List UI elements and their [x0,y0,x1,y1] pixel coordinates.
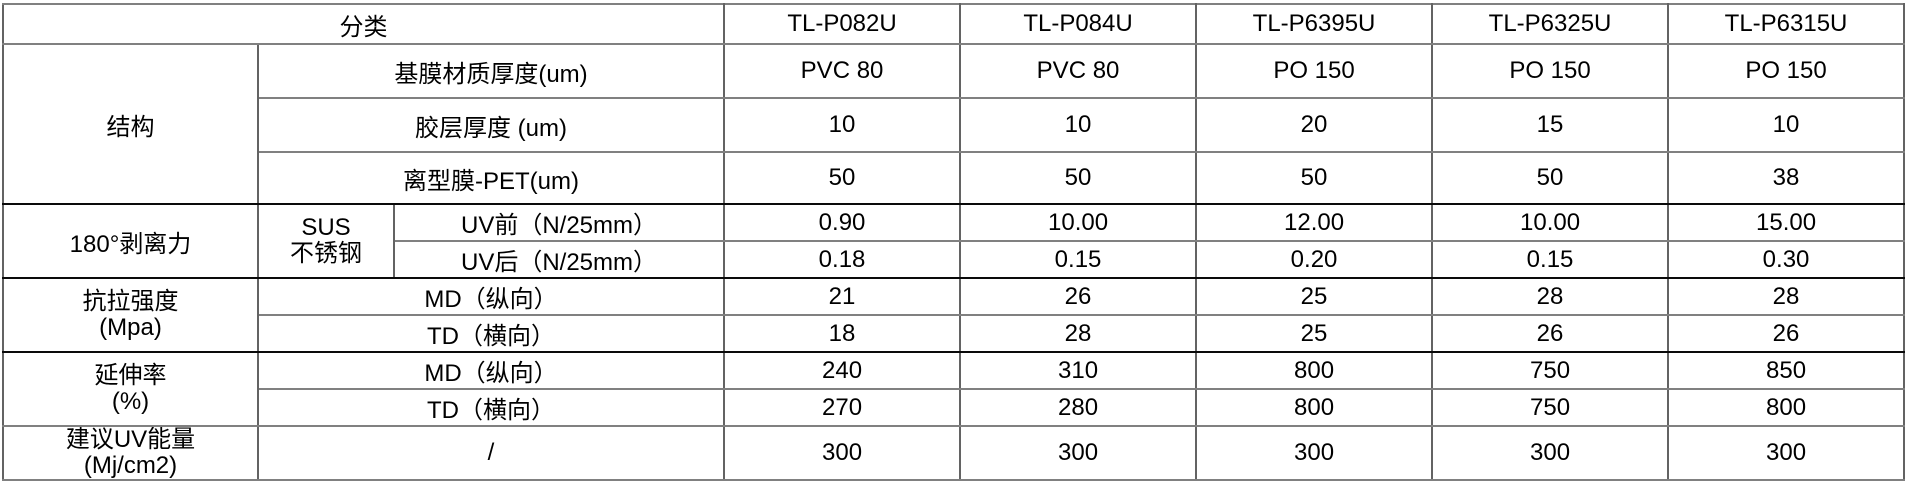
metric-label: 离型膜-PET(um) [256,151,726,205]
category-header: 分类 [1,3,726,45]
metric-label: 胶层厚度 (um) [256,97,726,153]
value-cell: 26 [959,277,1198,316]
table-row: UV后（N/25mm） 0.18 0.15 0.20 0.15 0.30 [3,240,1906,279]
metric-label: / [256,425,726,481]
product-header: TL-P6325U [1431,3,1670,45]
value-cell: 0.90 [723,203,962,242]
value-cell: 300 [1431,425,1670,481]
value-cell: 310 [959,351,1198,390]
value-cell: 0.30 [1667,240,1906,279]
value-cell: 0.20 [1195,240,1434,279]
metric-label: MD（纵向） [256,351,726,390]
product-spec-table: 分类 TL-P082U TL-P084U TL-P6395U TL-P6325U… [1,3,1906,481]
metric-label: TD（横向） [256,388,726,427]
value-cell: 15.00 [1667,203,1906,242]
value-cell: 300 [1195,425,1434,481]
value-cell: 10.00 [1431,203,1670,242]
table-row: 抗拉强度 (Mpa) MD（纵向） 21 26 25 28 28 [2,277,1906,353]
metric-label: 基膜材质厚度(um) [256,43,726,99]
sus-sublabel-line2: 不锈钢 [290,240,362,267]
value-cell: 800 [1667,388,1906,427]
value-cell: 50 [1195,151,1434,205]
value-cell: 10 [1667,97,1906,153]
value-cell: 25 [1195,277,1434,316]
value-cell: PO 150 [1195,43,1434,99]
metric-label: UV前（N/25mm） [392,203,726,242]
section-label-peel-force: 180°剥离力 [2,203,259,279]
value-cell: 10 [723,97,962,153]
value-cell: 28 [1667,277,1906,316]
value-cell: 850 [1667,351,1906,390]
value-cell: PO 150 [1667,43,1906,99]
section-label-tensile-line1: 抗拉强度 [82,288,179,316]
value-cell: 50 [723,151,962,205]
value-cell: 18 [723,314,962,353]
section-label-uv-energy-line2: (Mj/cm2) [83,451,178,479]
value-cell: 26 [1667,314,1906,353]
metric-label: TD（横向） [256,314,726,353]
value-cell: 38 [1667,151,1906,205]
section-label-tensile-line2: (Mpa) [99,314,162,341]
value-cell: 15 [1431,97,1670,153]
section-label-uv-energy: 建议UV能量 (Mj/cm2) [2,425,259,481]
section-label-uv-energy-line1: 建议UV能量 [65,426,196,453]
section-label-structure: 结构 [2,43,259,205]
table-row: TD（横向） 18 28 25 26 26 [3,314,1906,353]
metric-label: UV后（N/25mm） [392,240,726,279]
section-label-tensile: 抗拉强度 (Mpa) [2,277,259,353]
value-cell: PO 150 [1431,43,1670,99]
value-cell: 0.18 [723,240,962,279]
value-cell: PVC 80 [723,43,962,99]
value-cell: 12.00 [1195,203,1434,242]
value-cell: 26 [1431,314,1670,353]
header-row: 分类 TL-P082U TL-P084U TL-P6395U TL-P6325U… [1,3,1906,45]
value-cell: 750 [1431,351,1670,390]
value-cell: 800 [1195,388,1434,427]
table-row: 结构 基膜材质厚度(um) PVC 80 PVC 80 PO 150 PO 15… [2,43,1906,205]
table-row: 胶层厚度 (um) 10 10 20 15 10 [3,97,1906,153]
value-cell: 240 [723,351,962,390]
table-row: TD（横向） 270 280 800 750 800 [3,388,1906,427]
value-cell: 10 [959,97,1198,153]
product-header: TL-P6395U [1195,3,1434,45]
section-label-elongation-line2: (%) [111,388,150,415]
sus-sublabel-line1: SUS [301,213,351,241]
value-cell: 28 [1431,277,1670,316]
value-cell: 800 [1195,351,1434,390]
value-cell: PVC 80 [959,43,1198,99]
product-header: TL-P084U [959,3,1198,45]
section-label-elongation-line1: 延伸率 [94,362,167,390]
value-cell: 25 [1195,314,1434,353]
table-row: 180°剥离力 SUS 不锈钢 UV前（N/25mm） 0.90 10.00 1… [2,203,1906,279]
value-cell: 0.15 [1431,240,1670,279]
value-cell: 300 [959,425,1198,481]
sus-sublabel: SUS 不锈钢 [257,203,395,279]
value-cell: 20 [1195,97,1434,153]
value-cell: 0.15 [959,240,1198,279]
value-cell: 28 [959,314,1198,353]
value-cell: 270 [723,388,962,427]
value-cell: 10.00 [959,203,1198,242]
table-row: 建议UV能量 (Mj/cm2) / 300 300 300 300 300 [2,425,1906,481]
value-cell: 50 [1431,151,1670,205]
product-header: TL-P6315U [1667,3,1906,45]
value-cell: 50 [959,151,1198,205]
section-label-elongation: 延伸率 (%) [2,351,259,427]
table-row: 离型膜-PET(um) 50 50 50 50 38 [3,151,1906,205]
product-header: TL-P082U [723,3,962,45]
table-row: 延伸率 (%) MD（纵向） 240 310 800 750 850 [2,351,1906,427]
metric-label: MD（纵向） [256,277,726,316]
value-cell: 21 [723,277,962,316]
value-cell: 300 [723,425,962,481]
value-cell: 750 [1431,388,1670,427]
value-cell: 300 [1667,425,1906,481]
value-cell: 280 [959,388,1198,427]
